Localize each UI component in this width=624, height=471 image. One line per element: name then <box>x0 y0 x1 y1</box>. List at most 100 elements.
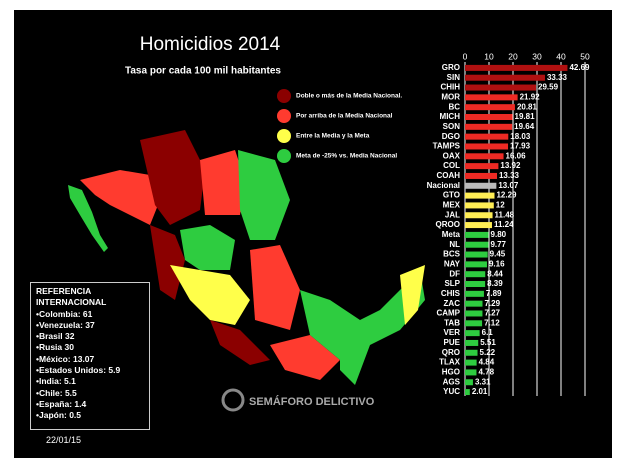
value-label: 7.27 <box>484 309 500 318</box>
bar <box>465 379 473 386</box>
value-label: 17.93 <box>510 142 531 151</box>
value-label: 7.12 <box>484 318 500 327</box>
bar <box>465 133 509 140</box>
value-label: 5.51 <box>480 338 496 347</box>
reference-item: Colombia: 61 <box>36 309 144 320</box>
reference-item: Rusia 30 <box>36 342 144 353</box>
value-label: 2.01 <box>472 387 488 396</box>
bar <box>465 202 494 209</box>
map-region <box>80 170 160 225</box>
legend-swatch <box>277 109 291 123</box>
value-label: 11.24 <box>494 220 514 229</box>
map-region <box>210 320 270 365</box>
reference-box: REFERENCIA INTERNACIONAL Colombia: 61Ven… <box>30 282 150 430</box>
bar <box>465 153 504 160</box>
value-label: 4.84 <box>479 358 495 367</box>
bar <box>465 74 545 81</box>
y-tick-label: QROO <box>436 220 460 229</box>
y-tick-label: HGO <box>442 368 460 377</box>
y-tick-label: AGS <box>443 377 461 386</box>
reference-item: México: 13.07 <box>36 354 144 365</box>
value-label: 33.33 <box>547 73 568 82</box>
value-label: 18.03 <box>510 132 531 141</box>
bar <box>465 64 568 71</box>
value-label: 4.78 <box>478 368 494 377</box>
value-label: 11.48 <box>495 210 515 219</box>
y-tick-label: TAB <box>444 318 460 327</box>
value-label: 20.81 <box>517 102 538 111</box>
x-tick-label: 40 <box>556 51 566 61</box>
chart-subtitle: Tasa por cada 100 mil habitantes <box>125 66 281 77</box>
bar <box>465 192 495 199</box>
reference-item: Venezuela: 37 <box>36 320 144 331</box>
bar <box>465 330 480 337</box>
value-label: 5.22 <box>480 348 496 357</box>
value-label: 13.07 <box>498 181 519 190</box>
bar <box>465 104 515 111</box>
bar <box>465 261 487 268</box>
reference-item: Chile: 5.5 <box>36 388 144 399</box>
map-region <box>140 130 205 225</box>
bar <box>465 172 497 179</box>
bar <box>465 123 513 130</box>
y-tick-label: NAY <box>444 259 461 268</box>
y-tick-label: MEX <box>443 201 461 210</box>
y-tick-label: ZAC <box>444 299 461 308</box>
reference-item: Japón: 0.5 <box>36 410 144 421</box>
bar <box>465 212 493 219</box>
chart-title: Homicidios 2014 <box>140 34 281 55</box>
y-tick-label: COAH <box>436 171 460 180</box>
map-region <box>400 265 425 325</box>
y-tick-label: VER <box>444 328 461 337</box>
y-tick-label: BCS <box>443 250 461 259</box>
value-label: 7.29 <box>484 299 500 308</box>
legend-swatch <box>277 129 291 143</box>
bar <box>465 290 484 297</box>
value-label: 9.45 <box>490 250 506 259</box>
map-region <box>180 225 235 270</box>
y-tick-label: CAMP <box>436 309 460 318</box>
y-tick-label: SIN <box>447 73 461 82</box>
bar <box>465 300 483 307</box>
x-tick-label: 10 <box>484 51 494 61</box>
y-tick-label: CHIS <box>441 289 461 298</box>
value-label: 16.06 <box>506 151 527 160</box>
bar <box>465 222 492 229</box>
logo-text: SEMÁFORO DELICTIVO <box>249 395 375 408</box>
bar <box>465 231 489 238</box>
y-tick-label: JAL <box>445 210 460 219</box>
map-region <box>200 150 245 215</box>
map <box>68 130 425 385</box>
value-label: 29.59 <box>538 83 559 92</box>
logo-icon <box>221 388 245 412</box>
y-tick-label: DF <box>449 269 460 278</box>
legend-label: Doble o más de la Media Nacional. <box>296 93 402 100</box>
value-label: 21.92 <box>520 92 541 101</box>
value-label: 3.31 <box>475 377 491 386</box>
bar <box>465 320 483 327</box>
legend-label: Por arriba de la Media Nacional <box>296 113 393 120</box>
y-tick-label: Meta <box>442 230 461 239</box>
map-region <box>250 245 300 330</box>
y-tick-label: BC <box>448 102 460 111</box>
map-region <box>270 335 340 380</box>
y-tick-label: SON <box>443 122 461 131</box>
bar <box>465 359 477 366</box>
value-label: 19.64 <box>514 122 535 131</box>
bar <box>465 241 489 248</box>
y-tick-label: TLAX <box>439 358 461 367</box>
legend-label: Entre la Media y la Meta <box>296 133 370 140</box>
y-tick-label: OAX <box>443 151 461 160</box>
x-tick-label: 20 <box>508 51 518 61</box>
y-tick-label: NL <box>449 240 460 249</box>
y-tick-label: GTO <box>443 191 460 200</box>
value-label: 19.81 <box>515 112 536 121</box>
value-label: 42.69 <box>569 63 590 72</box>
reference-item: Brasil 32 <box>36 331 144 342</box>
value-label: 8.44 <box>487 269 503 278</box>
y-tick-label: Nacional <box>427 181 460 190</box>
legend-swatch <box>277 89 291 103</box>
value-label: 9.80 <box>491 230 507 239</box>
value-label: 8.39 <box>487 279 503 288</box>
